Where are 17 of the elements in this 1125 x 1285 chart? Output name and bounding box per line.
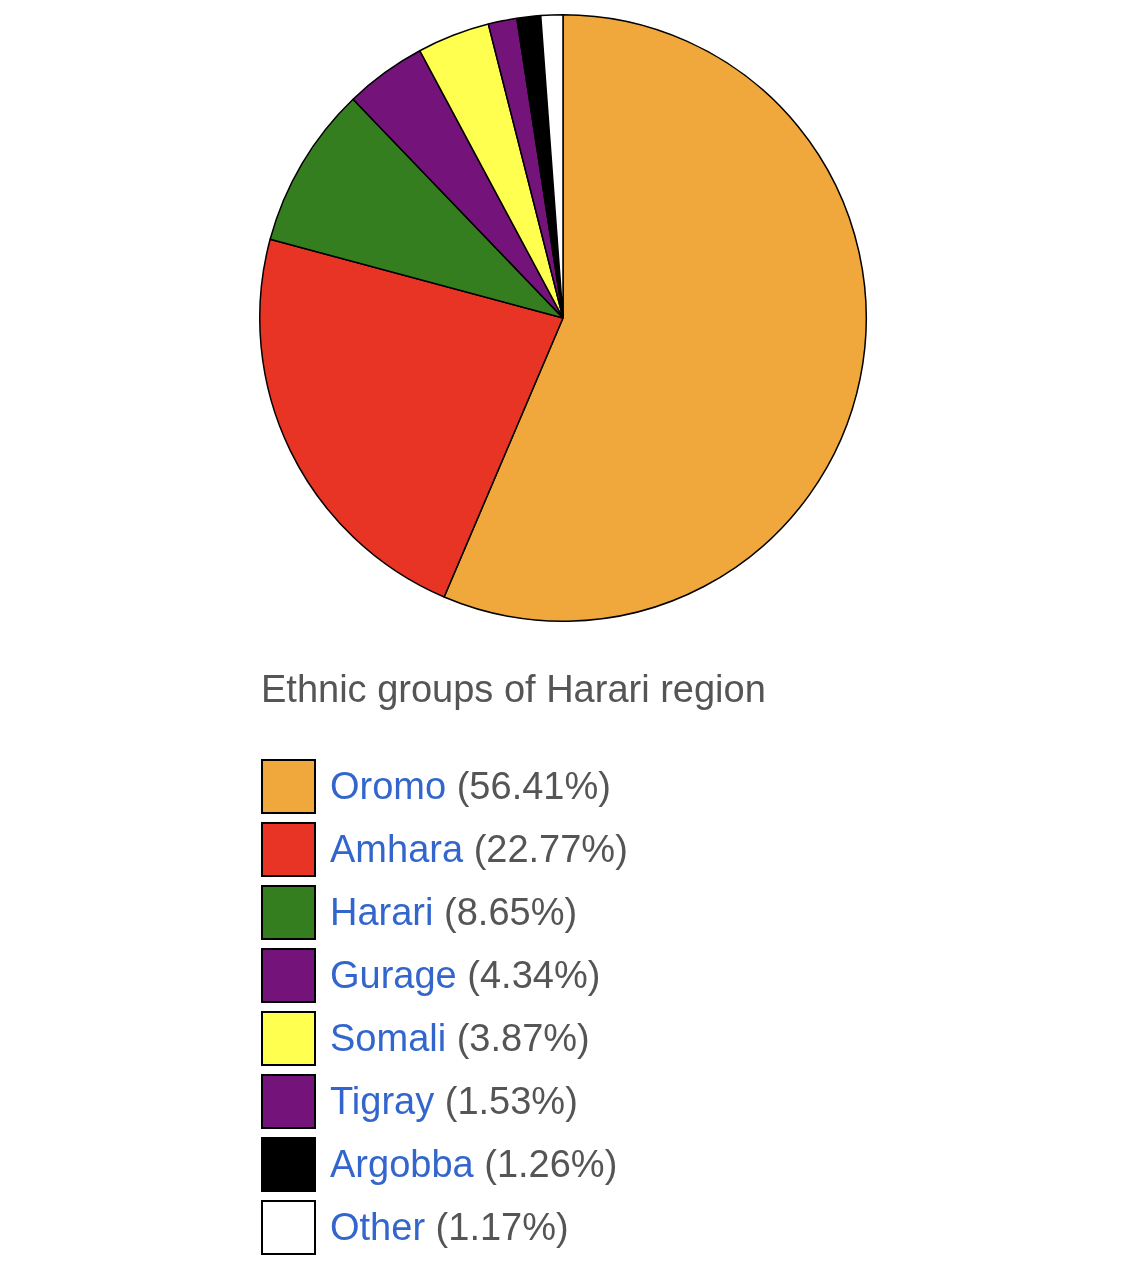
legend-label: Oromo [330,765,447,807]
text: Ethnic groups of Harari region [261,668,767,711]
legend-label: Somali [330,1017,447,1059]
legend-label: Harari [330,891,434,933]
data-label: (1.17%) [434,1206,569,1248]
data-label: (1.53%) [443,1080,578,1122]
data-label: (1.26%) [483,1143,618,1185]
data-label: (22.77%) [472,828,628,870]
data-label: (3.87%) [455,1017,590,1059]
legend-label: Other [330,1206,426,1248]
legend-label: Argobba [330,1143,474,1185]
data-label: (8.65%) [443,891,578,933]
legend-label: Amhara [330,828,464,870]
legend-label: Gurage [330,954,457,996]
legend-label: Tigray [330,1080,435,1122]
data-label: (56.41%) [455,765,611,807]
data-label: (4.34%) [466,954,601,996]
